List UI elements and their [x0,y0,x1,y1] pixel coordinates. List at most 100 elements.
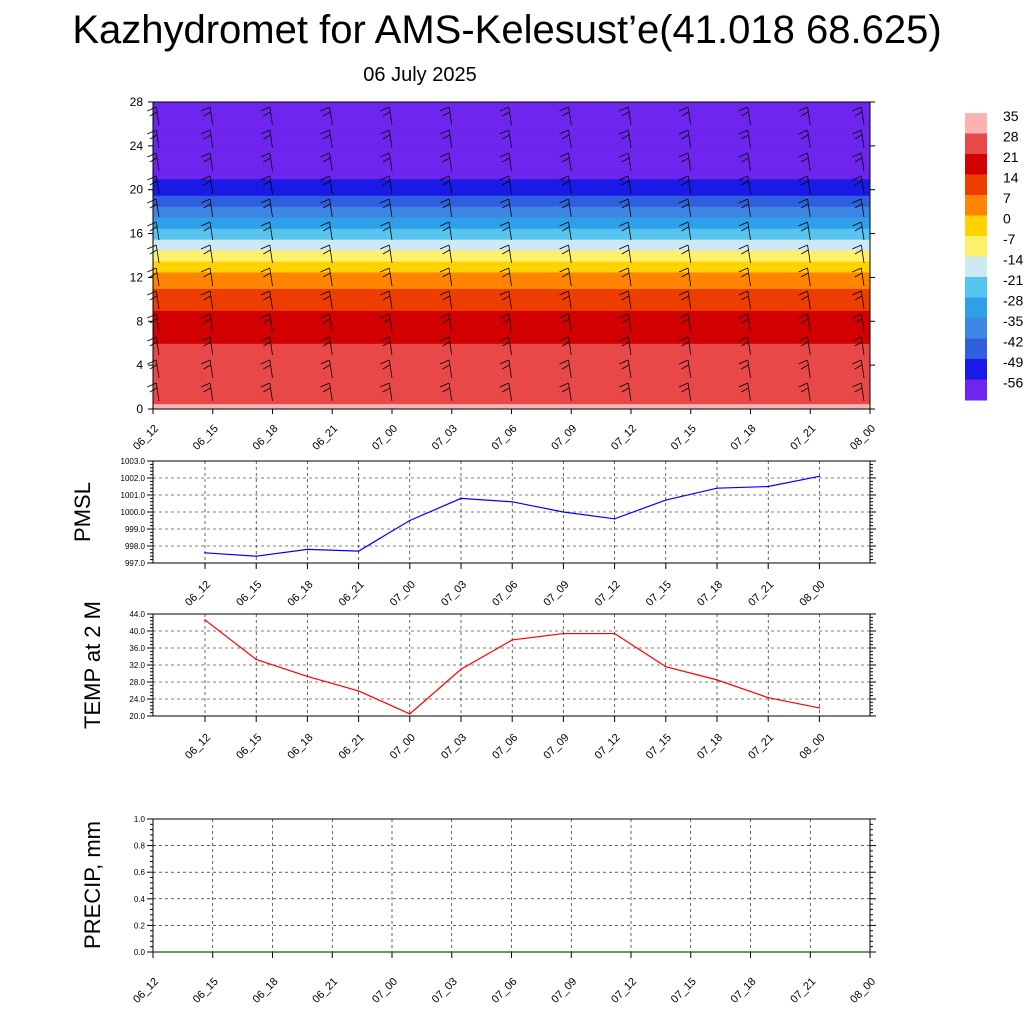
wind-barb [568,313,572,333]
wind-barb [155,313,160,333]
wind-barb-feather [260,198,270,204]
y-tick-label: 1000.0 [121,508,146,517]
wind-barb-feather [559,267,569,273]
wind-barb-feather [499,175,509,181]
wind-barb [209,152,214,172]
colorbar-label: -7 [1003,231,1016,247]
heatmap-band [153,332,870,339]
wind-barb-feather [678,175,689,181]
y-tick-label: 4 [136,358,143,372]
x-tick-label: 06_15 [191,976,221,1006]
wind-barb [155,175,160,195]
temp-point [767,696,769,699]
wind-barb [568,129,572,149]
wind-barb [860,152,865,172]
wind-barb [155,336,160,356]
wind-barb-feather [681,249,689,255]
heatmap-band [153,392,870,399]
heatmap-band [153,162,870,169]
heatmap-band [153,195,870,202]
wind-barb [448,313,453,333]
wind-barb [269,336,273,356]
wind-barb [448,129,453,149]
wind-barb-feather [499,290,509,296]
x-tick-label: 06_18 [251,423,281,453]
wind-barb [388,336,393,356]
x-tick-label: 06_18 [285,579,315,609]
wind-barb-feather [854,180,863,186]
wind-barb-feather [147,198,157,204]
y-tick-label: 1002.0 [121,474,146,483]
wind-barb [860,244,865,264]
wind-barb [508,106,512,126]
wind-barb-feather [798,267,808,273]
wind-barb-feather [741,134,749,140]
wind-barb [329,175,333,195]
wind-barb-feather [559,313,569,319]
wind-barb-feather [681,226,689,232]
heatmap-band [153,173,870,180]
wind-barb [508,129,512,149]
wind-barb-feather [499,359,509,365]
wind-barb [508,382,512,402]
wind-barb [508,267,512,287]
x-tick-label: 07_15 [644,579,674,609]
wind-barb-feather [800,157,809,163]
wind-barb [807,106,811,126]
temp-point [357,690,360,692]
plot-frame [152,613,871,717]
wind-barb-feather [619,336,629,342]
pmsl-panel [147,460,876,569]
wind-barb [747,106,751,126]
colorbar-label: -42 [1003,334,1023,350]
wind-barb-feather [380,221,390,227]
wind-barb-feather [561,341,570,347]
wind-barb-feather [382,387,391,393]
wind-barb [627,290,632,310]
y-tick-label: 997.0 [125,559,146,568]
wind-barb [508,290,512,310]
wind-barb [209,359,214,379]
wind-barb [860,359,865,379]
wind-barb-feather [559,152,569,158]
wind-barb-feather [382,341,391,347]
wind-barb-feather [442,341,450,347]
x-tick-label: 07_09 [549,976,579,1006]
colorbar-swatch [965,338,987,360]
y-tick-label: 12 [130,270,144,284]
x-tick-label: 06_21 [310,423,340,453]
wind-barb [747,336,751,356]
pmsl-point [665,499,667,501]
x-tick-label: 07_12 [593,732,623,762]
wind-barb [860,382,865,402]
temp-point [409,713,411,715]
wind-barb-feather [260,382,270,388]
y-tick-label: 999.0 [125,525,146,534]
x-tick-label: 07_00 [370,976,400,1006]
wind-barb-feather [852,198,862,204]
temp-point [716,679,718,681]
wind-barb-feather [502,272,510,278]
wind-barb [627,198,632,218]
x-tick-label: 07_06 [490,976,520,1006]
wind-barb-feather [561,272,570,278]
x-tick-label: 07_21 [746,579,776,609]
x-tick-label: 07_00 [388,579,418,609]
wind-barb [508,198,512,218]
wind-barb-feather [200,129,211,135]
wind-barb-feather [200,382,211,388]
wind-barb-feather [619,290,629,296]
wind-barb-feather [502,318,510,324]
wind-barb-feather [621,111,630,117]
wind-barb-feather [320,244,330,250]
wind-barb [269,382,273,402]
wind-barb-feather [380,175,390,181]
wind-barb [627,382,632,402]
wind-barb-feather [502,295,510,301]
wind-barb-feather [681,318,689,324]
wind-barb-feather [499,198,509,204]
x-tick-label: 07_09 [541,579,571,609]
wind-barb-feather [263,157,271,163]
x-tick-label: 07_06 [490,579,520,609]
wind-barb [807,382,811,402]
